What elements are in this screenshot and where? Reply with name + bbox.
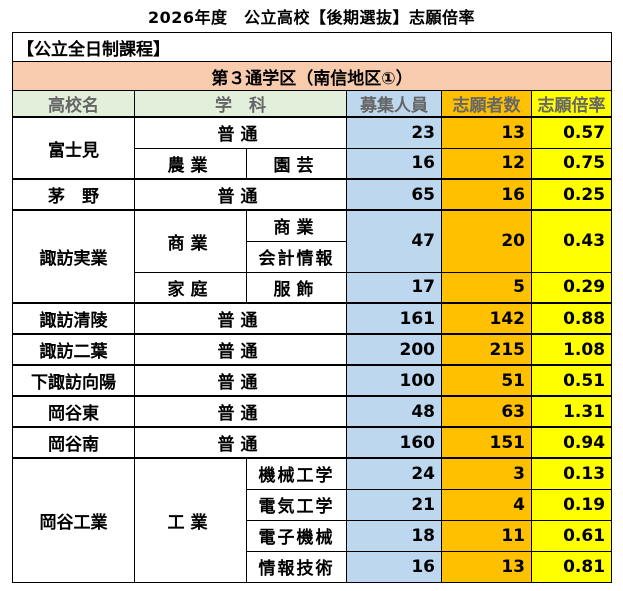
school-name: 岡谷南 — [12, 426, 135, 459]
dept-name: 普通 — [134, 116, 347, 149]
dept-name: 工業 — [134, 457, 247, 583]
applicants-value: 13 — [441, 116, 532, 149]
course-name: 服飾 — [246, 271, 347, 304]
header-row: 高校名 学 科 募集人員 志願者数 志願倍率 — [12, 90, 613, 118]
dept-name: 農業 — [134, 147, 247, 180]
course-name: 電子機械 — [246, 519, 347, 552]
header-school: 高校名 — [12, 90, 135, 118]
applicants-value: 3 — [441, 457, 532, 490]
school-name: 諏訪実業 — [12, 209, 135, 304]
dept-name: 普通 — [134, 426, 347, 459]
school-name: 岡谷工業 — [12, 457, 135, 583]
ratio-value: 0.13 — [530, 457, 613, 490]
capacity-value: 18 — [346, 519, 442, 552]
applicants-value: 13 — [441, 550, 532, 583]
section-label: 【公立全日制課程】 — [11, 32, 613, 62]
ratio-value: 0.43 — [530, 209, 613, 273]
applicants-value: 51 — [441, 364, 532, 397]
capacity-value: 161 — [346, 302, 442, 335]
district-label: 第３通学区（南信地区①） — [11, 61, 613, 91]
applicants-value: 20 — [441, 209, 532, 273]
table-row: 下諏訪向陽 普通 100 51 0.51 — [12, 364, 613, 397]
table-row: 情報技術 16 13 0.81 — [13, 550, 613, 583]
header-capacity: 募集人員 — [346, 90, 442, 118]
table-row: 会計情報 — [13, 240, 612, 273]
course-name: 電気工学 — [246, 488, 347, 521]
dept-name: 普通 — [134, 333, 347, 366]
ratio-value: 0.94 — [530, 426, 613, 459]
table-row: 茅 野 普通 65 16 0.25 — [12, 178, 613, 211]
dept-name: 商業 — [134, 209, 247, 273]
table-row: 諏訪清陵 普通 161 142 0.88 — [12, 302, 613, 335]
capacity-value: 65 — [346, 178, 442, 211]
applicants-value: 11 — [441, 519, 532, 552]
district-row: 第３通学区（南信地区①） — [11, 61, 613, 91]
ratio-table: 【公立全日制課程】 第３通学区（南信地区①） 高校名 学 科 募集人員 志願者数… — [11, 32, 613, 583]
school-name: 下諏訪向陽 — [12, 364, 135, 397]
course-name: 情報技術 — [246, 550, 347, 583]
table-row: 電子機械 18 11 0.61 — [13, 519, 613, 552]
applicants-value: 142 — [441, 302, 532, 335]
table-row: 富士見 普通 23 13 0.57 — [12, 116, 613, 180]
table-row: 諏訪二葉 普通 200 215 1.08 — [12, 333, 613, 366]
course-name: 会計情報 — [246, 240, 347, 273]
table-row: 岡谷工業 工業 機械工学 24 3 0.13 — [12, 457, 613, 583]
school-name: 富士見 — [12, 116, 135, 180]
table-row: 家庭 服飾 17 5 0.29 — [13, 271, 613, 304]
applicants-value: 215 — [441, 333, 532, 366]
applicants-value: 4 — [441, 488, 532, 521]
capacity-value: 100 — [346, 364, 442, 397]
ratio-value: 0.57 — [530, 116, 613, 149]
course-name: 商業 — [246, 209, 347, 242]
school-name: 諏訪清陵 — [12, 302, 135, 335]
ratio-value: 1.31 — [530, 395, 613, 428]
ratio-value: 0.19 — [530, 488, 613, 521]
applicants-value: 12 — [441, 147, 532, 180]
dept-name: 家庭 — [134, 271, 247, 304]
table-row: 岡谷南 普通 160 151 0.94 — [12, 426, 613, 459]
dept-name: 普通 — [134, 302, 347, 335]
capacity-value: 47 — [346, 209, 442, 273]
capacity-value: 200 — [346, 333, 442, 366]
course-name: 園芸 — [246, 147, 347, 180]
table-row: 岡谷東 普通 48 63 1.31 — [12, 395, 613, 428]
ratio-value: 0.25 — [530, 178, 613, 211]
ratio-value: 0.29 — [530, 271, 613, 304]
header-applicants: 志願者数 — [441, 90, 532, 118]
school-name: 茅 野 — [12, 178, 135, 211]
capacity-value: 16 — [346, 550, 442, 583]
school-name: 諏訪二葉 — [12, 333, 135, 366]
capacity-value: 21 — [346, 488, 442, 521]
capacity-value: 24 — [346, 457, 442, 490]
ratio-value: 1.08 — [530, 333, 613, 366]
course-name: 機械工学 — [246, 457, 347, 490]
applicants-value: 63 — [441, 395, 532, 428]
applicants-value: 16 — [441, 178, 532, 211]
ratio-value: 0.75 — [530, 147, 613, 180]
dept-name: 普通 — [134, 178, 347, 211]
ratio-value: 0.61 — [530, 519, 613, 552]
table-row: 農業 園芸 16 12 0.75 — [13, 147, 613, 180]
capacity-value: 160 — [346, 426, 442, 459]
capacity-value: 17 — [346, 271, 442, 304]
header-ratio: 志願倍率 — [530, 90, 613, 118]
page-title: 2026年度 公立高校【後期選抜】志願倍率 — [147, 8, 476, 27]
header-dept: 学 科 — [134, 90, 347, 118]
ratio-value: 0.81 — [530, 550, 613, 583]
capacity-value: 23 — [346, 116, 442, 149]
dept-name: 普通 — [134, 395, 347, 428]
school-name: 岡谷東 — [12, 395, 135, 428]
capacity-value: 48 — [346, 395, 442, 428]
ratio-value: 0.51 — [530, 364, 613, 397]
dept-name: 普通 — [134, 364, 347, 397]
applicants-value: 151 — [441, 426, 532, 459]
ratio-value: 0.88 — [530, 302, 613, 335]
section-row: 【公立全日制課程】 — [11, 32, 613, 62]
capacity-value: 16 — [346, 147, 442, 180]
table-row: 諏訪実業 商業 商業 47 20 0.43 — [12, 209, 613, 304]
applicants-value: 5 — [441, 271, 532, 304]
